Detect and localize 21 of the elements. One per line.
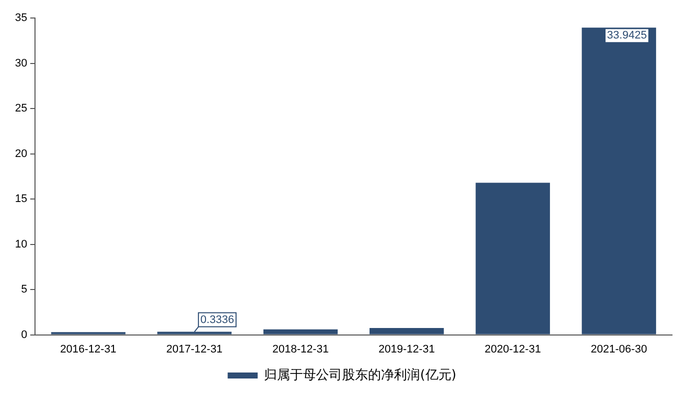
y-tick-label: 5 bbox=[21, 284, 28, 296]
x-tick-label: 2017-12-31 bbox=[166, 343, 223, 356]
y-tick-label: 0 bbox=[21, 328, 28, 341]
data-label: 0.3336 bbox=[200, 314, 234, 326]
bar bbox=[582, 28, 656, 334]
legend-label: 归属于母公司股东的净利润(亿元) bbox=[264, 368, 456, 383]
y-tick-label: 10 bbox=[14, 238, 28, 250]
y-tick-label: 25 bbox=[14, 102, 28, 115]
bar bbox=[263, 329, 338, 334]
y-tick-label: 35 bbox=[14, 12, 28, 24]
y-tick-label: 15 bbox=[14, 193, 28, 206]
x-tick-label: 2016-12-31 bbox=[60, 343, 116, 356]
x-tick-label: 2020-12-31 bbox=[484, 343, 541, 356]
bar bbox=[476, 182, 550, 334]
x-tick-label: 2021-06-30 bbox=[590, 343, 648, 356]
y-tick-label: 30 bbox=[14, 57, 28, 70]
y-tick-label: 20 bbox=[14, 148, 28, 160]
x-tick-label: 2018-12-31 bbox=[272, 343, 329, 356]
bar bbox=[370, 328, 444, 334]
x-tick-label: 2019-12-31 bbox=[378, 343, 435, 356]
data-label: 33.9425 bbox=[607, 30, 647, 42]
